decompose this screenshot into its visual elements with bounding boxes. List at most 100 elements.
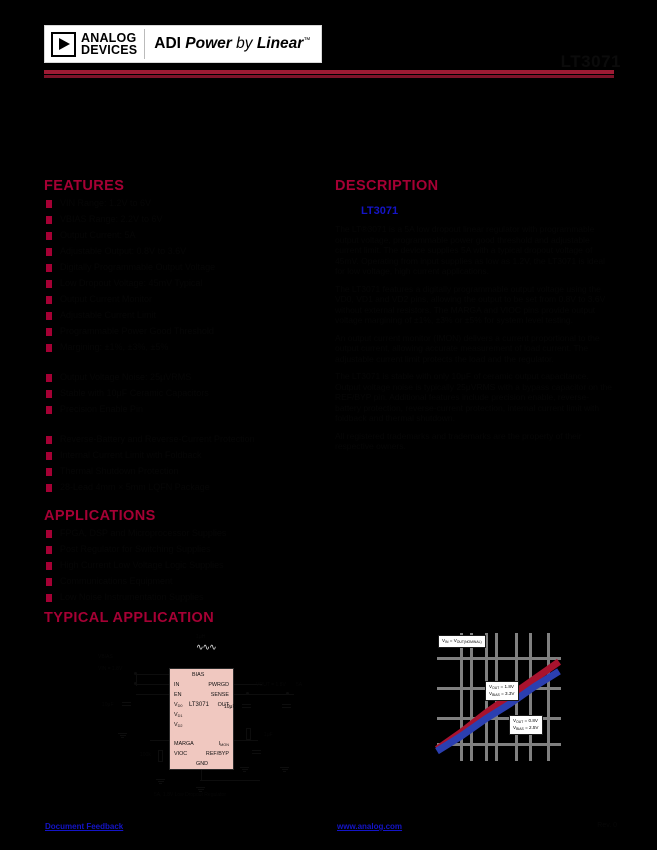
ic-part-label: LT3071 [189, 702, 209, 708]
pin-in: IN [174, 682, 180, 688]
node-bias [134, 672, 137, 675]
application-item: Low Noise Instrumentation Supplies [46, 592, 226, 606]
label-inductor: 1μH [196, 634, 206, 640]
feature-item: Stable with 10μF Ceramic Capacitors [46, 388, 255, 402]
description-paragraph: All registered trademarks and trademarks… [335, 430, 582, 452]
ic-block: BIAS IN EN VD0 VD1 VD2 MARGA VIOC PWRGD … [169, 668, 234, 770]
gridline-h-3 [437, 717, 561, 720]
feature-item-label: Margining: ±1%, ±3%, ±5% [60, 342, 169, 352]
gnd-symbol-out [240, 766, 249, 772]
bullet-square-icon [46, 200, 52, 208]
application-item: Communications Equipment [46, 576, 226, 590]
feature-item: Digitally Programmable Output Voltage [46, 262, 255, 276]
application-item-label: FPGA, DSP and Microprocessor Supplies [60, 528, 227, 538]
feature-item-label: Low Dropout Voltage: 45mV Typical [60, 278, 203, 288]
wire-in [136, 684, 169, 685]
label-rpg: 100k [140, 752, 151, 758]
wire-gnd-rail [200, 780, 260, 781]
label-vin: VIN = 1.8V [98, 666, 123, 672]
annotation-series-0-line2: VBIAS = 3.3V [489, 691, 515, 697]
feature-item-label: Stable with 10μF Ceramic Capacitors [60, 388, 209, 398]
annotation-series-1-line1: VOUT = 0.8V [513, 718, 538, 724]
logo-divider [144, 29, 146, 59]
feature-item-label: Output Current Monitor [60, 294, 153, 304]
bullet-square-icon [46, 374, 52, 382]
bullet-square-icon [46, 280, 52, 288]
wire-bias-drop [136, 674, 137, 686]
bullet-square-icon [46, 406, 52, 414]
header-rule-secondary [44, 75, 614, 78]
bullet-square-icon [46, 468, 52, 476]
logo-line-1: ANALOG [81, 30, 137, 45]
bullet-square-icon [46, 452, 52, 460]
wire-vioc [150, 740, 169, 741]
wire-refbyp [234, 740, 258, 741]
part-number: LT3071 [560, 52, 621, 71]
feature-item: VBIAS Range: 2.2V to 6V [46, 214, 255, 228]
bullet-square-icon [46, 530, 52, 538]
bullet-square-icon [46, 344, 52, 352]
description-paragraph: The LT®3071 is a 5A low dropout linear r… [335, 224, 605, 276]
wire-gnd-drop [201, 770, 202, 780]
pin-vd1: VD1 [174, 712, 183, 718]
label-cout: 10μF [224, 704, 236, 710]
bullet-square-icon [46, 296, 52, 304]
feature-item: Margining: ±1%, ±3%, ±5% [46, 342, 255, 356]
annotation-series-0-line1: VOUT = 1.8V [489, 684, 514, 690]
feature-item: Low Dropout Voltage: 45mV Typical [46, 278, 255, 292]
gridline-v-2 [470, 633, 473, 761]
annotation-series-0: VOUT = 1.8V VBIAS = 3.3V [485, 681, 519, 701]
description-body: The LT®3071 is a 5A low dropout linear r… [335, 224, 615, 459]
pin-vd0: VD0 [174, 702, 183, 708]
trademark-symbol: ™ [303, 36, 311, 44]
feature-item-label: Thermal Shutdown Protection [60, 466, 179, 476]
wire-bias [136, 674, 169, 675]
bullet-square-icon [46, 328, 52, 336]
website-link[interactable]: www.analog.com [337, 822, 403, 831]
resistor-imon [246, 728, 251, 740]
pin-refbyp: REF/BYP [205, 751, 229, 757]
gnd-symbol-load [280, 766, 289, 772]
feature-item: Adjustable Current Limit [46, 310, 255, 324]
feature-item-label: Reverse-Battery and Reverse-Current Prot… [60, 434, 255, 444]
feature-item-label: Adjustable Current Limit [60, 310, 157, 320]
triangle-icon [51, 31, 76, 57]
cap-cload [282, 704, 291, 708]
feature-item: Adjustable Output: 0.8V to 3.6V [46, 246, 255, 260]
description-paragraph: An output current monitor (IMON) deliver… [335, 332, 600, 364]
bullet-square-icon [46, 264, 52, 272]
feature-item: Thermal Shutdown Protection [46, 466, 255, 480]
feature-item: Reverse-Battery and Reverse-Current Prot… [46, 434, 255, 448]
pin-sense: SENSE [210, 692, 229, 698]
document-feedback-link[interactable]: Document Feedback [45, 822, 124, 831]
feature-item-label: 28-Lead 4mm × 5mm LQFN Package [60, 482, 210, 492]
gridline-h-1 [437, 657, 561, 660]
chart-traces [435, 658, 562, 755]
description-heading: DESCRIPTION [335, 178, 439, 194]
bullet-square-icon [46, 248, 52, 256]
pin-pwrgd: PWRGD [208, 682, 229, 688]
bullet-square-icon [46, 594, 52, 602]
wire-en [136, 694, 169, 695]
bullet-square-icon [46, 562, 52, 570]
inductor-icon: ∿∿∿ [196, 642, 217, 652]
feature-item: Precision Enable Pin [46, 404, 255, 418]
application-item: High Current Low Voltage Logic Supplies [46, 560, 226, 574]
application-item-label: Communications Equipment [60, 576, 173, 586]
bullet-square-icon [46, 232, 52, 240]
feature-item-label: Internal Current Limit with Foldback [60, 450, 202, 460]
cap-cbyp [252, 750, 261, 754]
label-vbias: VBIAS [98, 654, 113, 660]
application-item: Post Regulator for Switching Supplies [46, 544, 226, 558]
logo-mark: ANALOG DEVICES [45, 30, 137, 57]
feature-item: Internal Current Limit with Foldback [46, 450, 255, 464]
typical-application-schematic: BIAS IN EN VD0 VD1 VD2 MARGA VIOC PWRGD … [98, 634, 360, 800]
revision-label: Rev. 0 [597, 822, 617, 829]
feature-item: Programmable Power Good Threshold [46, 326, 255, 340]
tagline-linear: Linear [256, 35, 304, 52]
wire-sense [234, 684, 262, 685]
feature-item: Output Current Monitor [46, 294, 255, 308]
description-part-link[interactable]: LT3071 [361, 205, 399, 217]
annotation-series-1: VOUT = 0.8V VBIAS = 2.5V [509, 715, 543, 735]
pin-marga: MARGA [174, 741, 194, 747]
